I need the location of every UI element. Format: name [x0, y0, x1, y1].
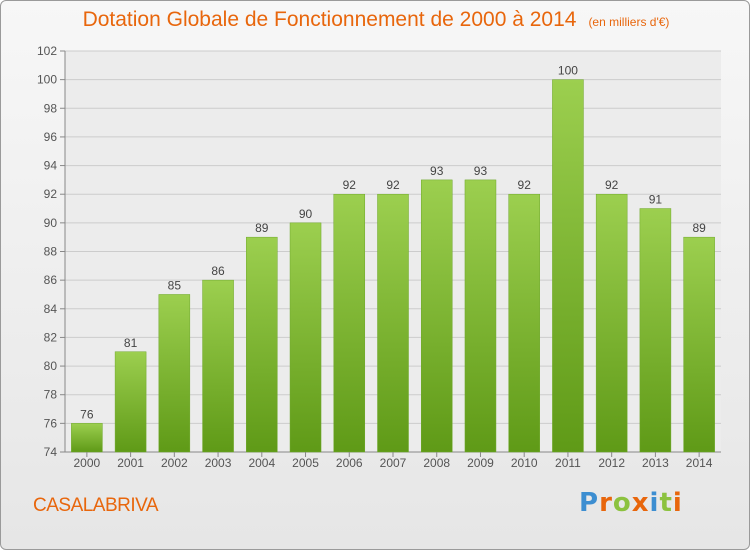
x-tick-label: 2013: [642, 456, 669, 470]
y-tick-label: 92: [44, 187, 58, 201]
bar-value-label: 93: [474, 164, 488, 178]
bar-value-label: 100: [558, 64, 578, 78]
bar-value-label: 89: [692, 221, 706, 235]
y-tick-label: 78: [44, 388, 58, 402]
bar: [158, 294, 191, 453]
bar: [508, 193, 540, 453]
bar-value-label: 93: [430, 164, 444, 178]
y-tick-label: 100: [37, 73, 57, 87]
bar-value-label: 92: [518, 178, 532, 192]
y-tick-label: 88: [44, 245, 58, 259]
chart-subtitle: (en milliers d'€): [588, 15, 670, 29]
logo-letter: P: [579, 488, 600, 518]
title-row: Dotation Globale de Fonctionnement de 20…: [1, 8, 749, 32]
logo-letter: t: [659, 488, 673, 518]
x-tick-label: 2009: [467, 456, 494, 470]
bar-value-label: 91: [649, 193, 663, 207]
x-tick-label: 2014: [686, 456, 713, 470]
bar-value-label: 92: [386, 178, 400, 192]
logo-letter: i: [649, 488, 660, 518]
bar: [202, 279, 234, 453]
bar-value-label: 81: [124, 336, 138, 350]
y-tick-label: 96: [44, 130, 58, 144]
bar-value-label: 92: [605, 178, 619, 192]
x-tick-label: 2001: [117, 456, 144, 470]
bar: [333, 193, 366, 453]
x-tick-label: 2006: [336, 456, 363, 470]
y-tick-label: 80: [44, 359, 58, 373]
bar: [71, 423, 103, 453]
bar-value-label: 76: [80, 407, 94, 421]
proxiti-logo: Proxiti: [579, 488, 683, 518]
bar-value-label: 85: [168, 278, 182, 292]
y-tick-label: 102: [37, 44, 57, 58]
y-tick-label: 76: [44, 416, 58, 430]
logo-letter: o: [612, 488, 632, 518]
x-tick-label: 2008: [423, 456, 450, 470]
bar: [420, 179, 453, 453]
bar-value-label: 86: [211, 264, 225, 278]
bar: [114, 351, 147, 453]
logo-letter: x: [631, 488, 650, 518]
chart-title: Dotation Globale de Fonctionnement de 20…: [82, 8, 577, 31]
x-tick-label: 2007: [380, 456, 407, 470]
y-tick-label: 74: [44, 445, 58, 459]
y-tick-label: 90: [44, 216, 58, 230]
bar: [552, 79, 584, 453]
commune-name: CASALABRIVA: [33, 495, 159, 516]
x-tick-label: 2010: [511, 456, 538, 470]
y-tick-label: 86: [44, 273, 58, 287]
bar: [595, 193, 628, 453]
bar: [377, 193, 409, 453]
logo-letter: i: [672, 488, 683, 518]
bar-value-label: 89: [255, 221, 269, 235]
y-tick-label: 94: [44, 159, 58, 173]
bar-value-label: 90: [299, 207, 313, 221]
logo-letter: r: [599, 488, 613, 518]
x-tick-label: 2000: [74, 456, 101, 470]
bar: [246, 236, 278, 453]
x-tick-label: 2012: [598, 456, 625, 470]
x-tick-label: 2005: [292, 456, 319, 470]
bar: [289, 222, 322, 453]
x-tick-label: 2004: [248, 456, 275, 470]
x-tick-label: 2011: [555, 456, 581, 470]
bar: [464, 179, 497, 453]
x-tick-label: 2003: [205, 456, 232, 470]
bar: [683, 236, 715, 453]
x-tick-label: 2002: [161, 456, 188, 470]
y-tick-label: 82: [44, 330, 58, 344]
y-tick-label: 98: [44, 101, 58, 115]
bar-value-label: 92: [343, 178, 357, 192]
y-tick-label: 84: [44, 302, 58, 316]
bar: [639, 208, 672, 453]
